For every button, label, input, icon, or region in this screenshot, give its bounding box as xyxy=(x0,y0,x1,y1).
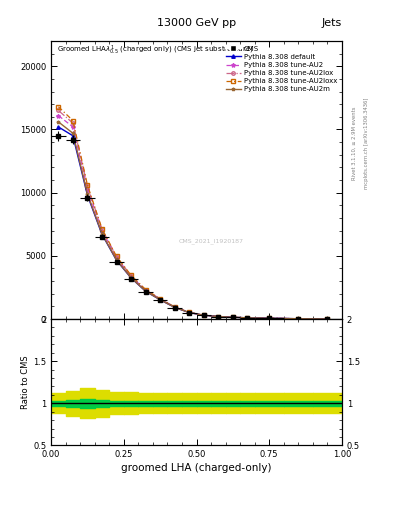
Pythia 8.308 tune-AU2loxx xyxy=(216,313,221,319)
Pythia 8.308 tune-AU2m xyxy=(173,304,177,310)
Pythia 8.308 tune-AU2 xyxy=(325,316,330,322)
Pythia 8.308 default xyxy=(187,310,192,316)
Pythia 8.308 tune-AU2lox xyxy=(245,315,250,321)
Pythia 8.308 default xyxy=(143,288,148,294)
Pythia 8.308 default xyxy=(100,231,105,238)
Pythia 8.308 tune-AU2lox xyxy=(158,296,163,302)
Pythia 8.308 tune-AU2 xyxy=(296,316,301,322)
Pythia 8.308 tune-AU2m xyxy=(129,274,134,281)
Pythia 8.308 tune-AU2m xyxy=(325,316,330,322)
Pythia 8.308 tune-AU2m xyxy=(71,130,75,136)
Pythia 8.308 default xyxy=(325,316,330,322)
Pythia 8.308 tune-AU2lox xyxy=(187,309,192,315)
Pythia 8.308 default xyxy=(202,312,206,318)
Pythia 8.308 tune-AU2 xyxy=(245,315,250,321)
Pythia 8.308 tune-AU2m xyxy=(296,316,301,322)
Pythia 8.308 tune-AU2lox xyxy=(202,312,206,318)
Pythia 8.308 tune-AU2loxx xyxy=(325,316,330,322)
Text: mcplots.cern.ch [arXiv:1306.3436]: mcplots.cern.ch [arXiv:1306.3436] xyxy=(364,98,369,189)
Pythia 8.308 tune-AU2loxx xyxy=(114,253,119,260)
Pythia 8.308 tune-AU2loxx xyxy=(231,314,235,321)
Pythia 8.308 default xyxy=(173,304,177,310)
Pythia 8.308 tune-AU2lox xyxy=(143,287,148,293)
Pythia 8.308 tune-AU2lox xyxy=(114,254,119,260)
Pythia 8.308 tune-AU2loxx xyxy=(71,118,75,124)
Pythia 8.308 default xyxy=(231,314,235,321)
X-axis label: groomed LHA (charged-only): groomed LHA (charged-only) xyxy=(121,463,272,474)
Pythia 8.308 tune-AU2lox xyxy=(56,108,61,114)
Pythia 8.308 tune-AU2loxx xyxy=(85,182,90,188)
Pythia 8.308 tune-AU2 xyxy=(100,227,105,233)
Pythia 8.308 tune-AU2 xyxy=(85,186,90,192)
Pythia 8.308 tune-AU2m xyxy=(56,119,61,125)
Pythia 8.308 tune-AU2m xyxy=(245,315,250,321)
Pythia 8.308 tune-AU2 xyxy=(71,124,75,130)
Pythia 8.308 tune-AU2m xyxy=(114,257,119,263)
Pythia 8.308 default xyxy=(216,313,221,319)
Pythia 8.308 tune-AU2lox xyxy=(296,316,301,322)
Text: 13000 GeV pp: 13000 GeV pp xyxy=(157,18,236,28)
Pythia 8.308 tune-AU2m xyxy=(202,312,206,318)
Pythia 8.308 tune-AU2lox xyxy=(71,120,75,126)
Pythia 8.308 tune-AU2 xyxy=(267,315,272,321)
Pythia 8.308 tune-AU2loxx xyxy=(267,315,272,321)
Pythia 8.308 tune-AU2loxx xyxy=(129,272,134,279)
Text: Rivet 3.1.10, ≥ 2.9M events: Rivet 3.1.10, ≥ 2.9M events xyxy=(352,106,357,180)
Pythia 8.308 tune-AU2loxx xyxy=(100,226,105,232)
Pythia 8.308 tune-AU2 xyxy=(114,254,119,261)
Pythia 8.308 tune-AU2loxx xyxy=(158,296,163,302)
Text: Groomed LHA$\lambda^1_{0.5}$ (charged only) (CMS jet substructure): Groomed LHA$\lambda^1_{0.5}$ (charged on… xyxy=(57,44,253,57)
Pythia 8.308 tune-AU2 xyxy=(216,313,221,319)
Pythia 8.308 tune-AU2loxx xyxy=(296,316,301,322)
Legend: CMS, Pythia 8.308 default, Pythia 8.308 tune-AU2, Pythia 8.308 tune-AU2lox, Pyth: CMS, Pythia 8.308 default, Pythia 8.308 … xyxy=(224,45,338,94)
Pythia 8.308 default xyxy=(296,316,301,322)
Pythia 8.308 tune-AU2m xyxy=(187,309,192,315)
Pythia 8.308 tune-AU2lox xyxy=(173,304,177,310)
Pythia 8.308 tune-AU2m xyxy=(85,191,90,197)
Pythia 8.308 tune-AU2m xyxy=(267,315,272,321)
Pythia 8.308 default xyxy=(129,275,134,281)
Pythia 8.308 tune-AU2lox xyxy=(129,272,134,279)
Y-axis label: Ratio to CMS: Ratio to CMS xyxy=(21,355,30,409)
Pythia 8.308 tune-AU2lox xyxy=(85,183,90,189)
Pythia 8.308 tune-AU2 xyxy=(129,273,134,280)
Pythia 8.308 default xyxy=(85,192,90,198)
Pythia 8.308 tune-AU2m xyxy=(100,230,105,237)
Pythia 8.308 tune-AU2 xyxy=(143,287,148,293)
Pythia 8.308 default xyxy=(245,315,250,321)
Pythia 8.308 default xyxy=(158,297,163,303)
Pythia 8.308 default xyxy=(56,124,61,130)
Pythia 8.308 tune-AU2loxx xyxy=(173,304,177,310)
Pythia 8.308 tune-AU2loxx xyxy=(245,315,250,321)
Pythia 8.308 tune-AU2loxx xyxy=(202,312,206,318)
Line: Pythia 8.308 default: Pythia 8.308 default xyxy=(57,125,329,321)
Line: Pythia 8.308 tune-AU2loxx: Pythia 8.308 tune-AU2loxx xyxy=(57,105,329,321)
Pythia 8.308 tune-AU2 xyxy=(187,309,192,315)
Pythia 8.308 default xyxy=(71,133,75,139)
Pythia 8.308 tune-AU2 xyxy=(158,296,163,302)
Pythia 8.308 tune-AU2loxx xyxy=(56,103,61,110)
Line: Pythia 8.308 tune-AU2lox: Pythia 8.308 tune-AU2lox xyxy=(57,109,329,321)
Line: Pythia 8.308 tune-AU2m: Pythia 8.308 tune-AU2m xyxy=(57,120,329,321)
Pythia 8.308 tune-AU2 xyxy=(202,312,206,318)
Pythia 8.308 tune-AU2m xyxy=(216,313,221,319)
Pythia 8.308 tune-AU2m xyxy=(231,314,235,321)
Line: Pythia 8.308 tune-AU2: Pythia 8.308 tune-AU2 xyxy=(56,114,329,321)
Pythia 8.308 default xyxy=(267,315,272,321)
Pythia 8.308 tune-AU2m xyxy=(158,296,163,303)
Text: CMS_2021_I1920187: CMS_2021_I1920187 xyxy=(178,238,244,244)
Pythia 8.308 tune-AU2lox xyxy=(231,314,235,321)
Text: Jets: Jets xyxy=(321,18,342,28)
Pythia 8.308 tune-AU2 xyxy=(231,314,235,321)
Pythia 8.308 tune-AU2loxx xyxy=(143,287,148,293)
Pythia 8.308 tune-AU2lox xyxy=(216,313,221,319)
Pythia 8.308 default xyxy=(114,257,119,263)
Pythia 8.308 tune-AU2lox xyxy=(325,316,330,322)
Pythia 8.308 tune-AU2loxx xyxy=(187,309,192,315)
Pythia 8.308 tune-AU2m xyxy=(143,288,148,294)
Pythia 8.308 tune-AU2lox xyxy=(100,226,105,232)
Pythia 8.308 tune-AU2 xyxy=(56,113,61,119)
Pythia 8.308 tune-AU2lox xyxy=(267,315,272,321)
Pythia 8.308 tune-AU2 xyxy=(173,304,177,310)
